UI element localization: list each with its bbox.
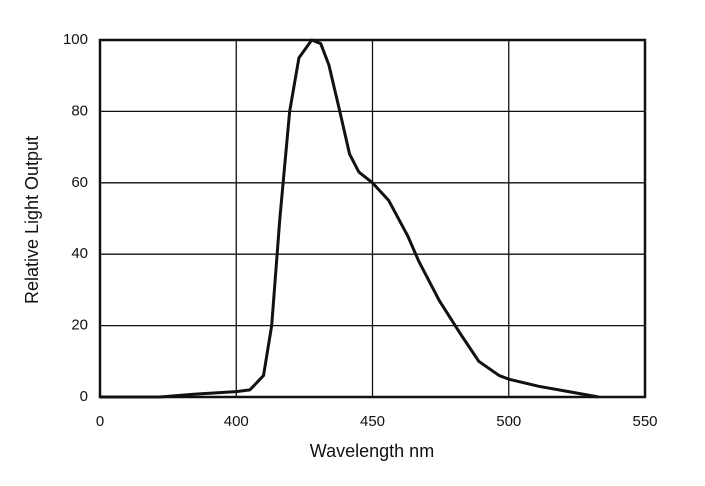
y-tick-label: 80 — [71, 102, 88, 119]
x-tick-label: 450 — [360, 413, 385, 430]
y-tick-label: 60 — [71, 174, 88, 191]
x-axis-label: Wavelength nm — [310, 441, 434, 461]
x-tick-label: 500 — [496, 413, 521, 430]
x-tick-label: 0 — [96, 413, 104, 430]
y-tick-label: 0 — [80, 388, 88, 405]
y-tick-label: 40 — [71, 245, 88, 262]
plot-frame — [98, 38, 647, 399]
x-tick-label: 400 — [224, 413, 249, 430]
y-tick-label: 100 — [63, 31, 88, 48]
data-line — [100, 38, 599, 399]
y-axis-label: Relative Light Output — [22, 136, 42, 304]
y-tick-label: 20 — [71, 317, 88, 334]
x-tick-label: 550 — [632, 413, 657, 430]
